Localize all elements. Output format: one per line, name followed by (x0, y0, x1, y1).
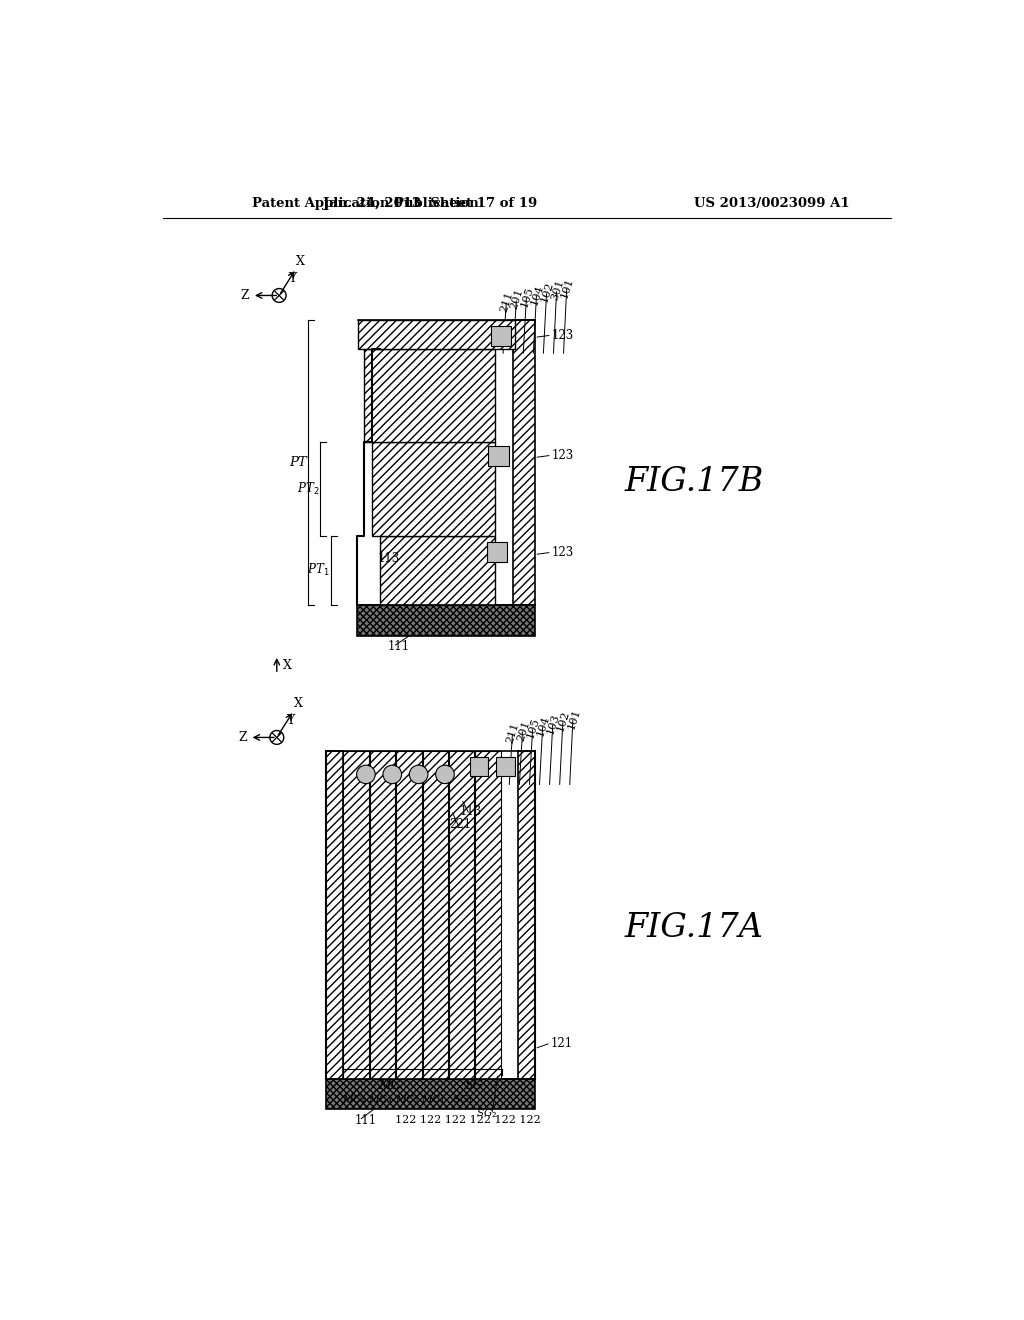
Circle shape (383, 766, 401, 784)
Bar (365, 350, 495, 442)
Bar (396, 751, 422, 1078)
Bar (486, 543, 507, 562)
Text: 104: 104 (536, 714, 552, 738)
Bar (470, 758, 488, 776)
Bar (513, 321, 535, 605)
Text: 201: 201 (509, 288, 525, 312)
Text: Jan. 24, 2013  Sheet 17 of 19: Jan. 24, 2013 Sheet 17 of 19 (324, 197, 538, 210)
Text: PT: PT (290, 455, 307, 469)
Text: 104: 104 (529, 282, 545, 306)
Text: 211: 211 (499, 290, 515, 313)
Text: 211: 211 (505, 721, 521, 744)
Text: X: X (294, 697, 303, 710)
Text: US 2013/0023099 A1: US 2013/0023099 A1 (693, 197, 849, 210)
Text: 101: 101 (565, 708, 582, 731)
Text: FIG.17B: FIG.17B (624, 466, 763, 498)
Bar (370, 751, 395, 1078)
Bar (496, 758, 515, 776)
Text: MC: MC (378, 1078, 400, 1092)
Text: 105: 105 (525, 717, 542, 741)
Text: 113: 113 (378, 552, 400, 565)
Text: Patent Application Publication: Patent Application Publication (252, 197, 479, 210)
Text: 123: 123 (552, 546, 574, 560)
Circle shape (410, 766, 428, 784)
Text: 103: 103 (546, 711, 561, 735)
Bar (372, 442, 495, 536)
Text: 301: 301 (549, 279, 565, 302)
Circle shape (356, 766, 375, 784)
Text: 111: 111 (355, 1114, 377, 1127)
Bar (449, 751, 474, 1078)
Bar (518, 751, 535, 1078)
Text: MC$_1$: MC$_1$ (421, 1093, 445, 1106)
Text: X: X (296, 255, 305, 268)
Circle shape (435, 766, 455, 784)
Text: 221: 221 (450, 818, 471, 832)
Text: 105: 105 (519, 285, 536, 309)
Bar (343, 751, 369, 1078)
Bar (358, 321, 515, 350)
Text: MC$_2$: MC$_2$ (394, 1093, 420, 1106)
Bar (423, 751, 449, 1078)
Text: X: X (283, 659, 292, 672)
Text: 111: 111 (388, 640, 410, 653)
Text: 123: 123 (552, 449, 574, 462)
Text: SG: SG (465, 1078, 483, 1092)
Text: Z: Z (241, 289, 249, 302)
Text: MC$_4$: MC$_4$ (342, 1093, 367, 1106)
Text: 122 122 122 122 122 122: 122 122 122 122 122 122 (395, 1115, 541, 1125)
Text: PT$_1$: PT$_1$ (307, 562, 330, 578)
Text: 113: 113 (460, 805, 481, 818)
Text: SG$_1$: SG$_1$ (452, 1093, 473, 1106)
Text: 101: 101 (559, 276, 575, 300)
Text: PT$_2$: PT$_2$ (297, 480, 319, 496)
Bar (380, 536, 495, 605)
Text: Z: Z (239, 731, 247, 744)
Text: Y: Y (289, 272, 297, 285)
Text: 201: 201 (515, 719, 531, 742)
Text: 102: 102 (555, 710, 571, 733)
Bar (326, 1078, 535, 1109)
Bar (488, 446, 509, 466)
Bar (326, 751, 343, 1078)
Text: Y: Y (286, 714, 294, 727)
Text: SG$_2$: SG$_2$ (476, 1106, 498, 1119)
Bar (490, 326, 511, 346)
Text: 123: 123 (552, 329, 574, 342)
Text: 102: 102 (540, 281, 555, 304)
Text: FIG.17A: FIG.17A (625, 912, 763, 944)
Bar (475, 751, 501, 1078)
Text: 121: 121 (550, 1038, 572, 1051)
Text: MC$_3$: MC$_3$ (369, 1093, 393, 1106)
Bar (356, 605, 535, 636)
